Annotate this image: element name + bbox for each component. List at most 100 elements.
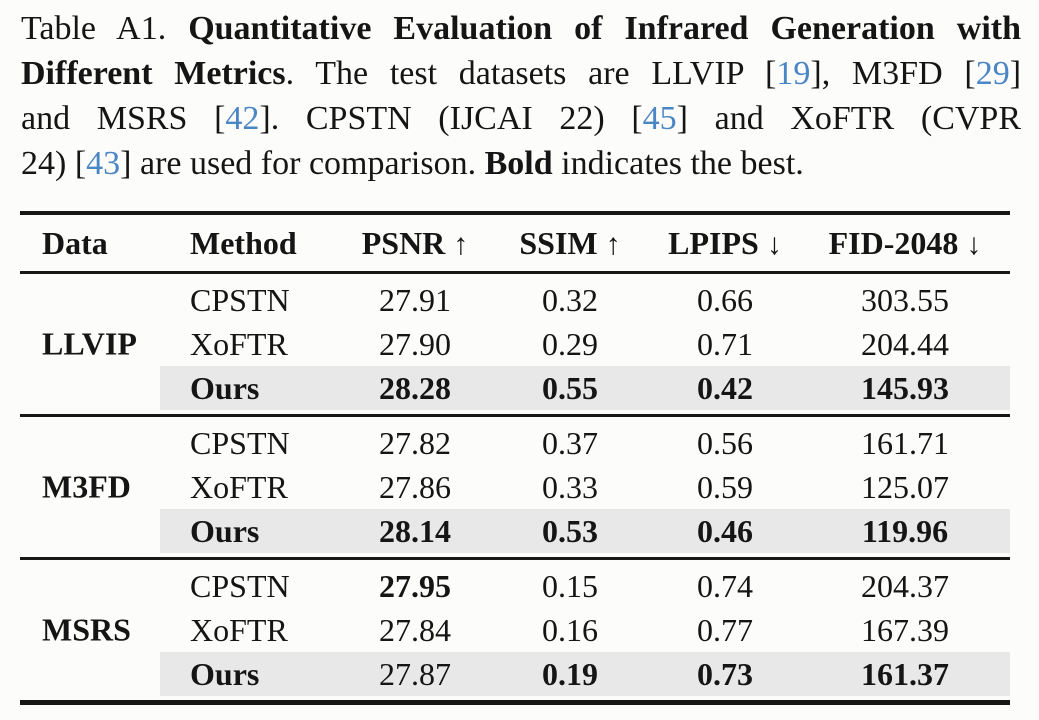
ssim-cell: 0.29	[542, 326, 598, 362]
psnr-cell: 27.91	[379, 282, 451, 318]
fid-cell: 161.71	[861, 425, 949, 461]
table-midrule	[20, 414, 1010, 417]
caption-text: ]. CPSTN (IJCAI 22) [	[259, 100, 643, 137]
psnr-cell: 28.28	[340, 366, 490, 410]
table-midrule	[20, 557, 1010, 560]
method-cell: CPSTN	[190, 425, 290, 461]
lpips-cell: 0.59	[697, 469, 753, 505]
down-arrow-icon: ↓	[966, 228, 982, 261]
table-caption: Table A1. Quantitative Evaluation of Inf…	[21, 6, 1021, 186]
fid-cell: 145.93	[800, 366, 1010, 410]
lpips-cell: 0.73	[650, 652, 800, 696]
caption-text: . The test datasets are LLVIP [	[285, 55, 777, 92]
method-cell: Ours	[160, 652, 340, 696]
header-data: Data	[20, 215, 160, 271]
header-psnr: PSNR ↑	[340, 215, 490, 271]
dataset-label: LLVIP	[42, 325, 137, 362]
fid-cell: 204.37	[861, 568, 949, 604]
table-row: XoFTR 27.84 0.16 0.77 167.39	[20, 608, 1010, 652]
method-cell: XoFTR	[190, 469, 288, 505]
table-row: XoFTR 27.90 0.29 0.71 204.44	[20, 322, 1010, 366]
method-cell: XoFTR	[190, 612, 288, 648]
table-section-m3fd: M3FD CPSTN 27.82 0.37 0.56 161.71 XoFTR …	[20, 417, 1010, 557]
ssim-cell: 0.53	[490, 509, 650, 553]
method-cell: CPSTN	[190, 282, 290, 318]
row-spacer	[20, 366, 160, 410]
psnr-cell: 27.87	[340, 652, 490, 696]
method-cell: Ours	[160, 366, 340, 410]
table-row: CPSTN 27.95 0.15 0.74 204.37	[20, 564, 1010, 608]
psnr-cell: 27.90	[379, 326, 451, 362]
table-header-rule	[20, 271, 1010, 274]
citation-link[interactable]: 29	[975, 55, 1010, 92]
dataset-label: MSRS	[42, 611, 131, 648]
ssim-cell: 0.37	[542, 425, 598, 461]
table-toprule	[20, 211, 1010, 215]
up-arrow-icon: ↑	[453, 228, 469, 261]
ssim-cell: 0.55	[490, 366, 650, 410]
caption-text: ], M3FD [	[810, 55, 976, 92]
psnr-cell: 27.82	[379, 425, 451, 461]
caption-title: Different Metrics	[21, 55, 286, 92]
fid-cell: 161.37	[800, 652, 1010, 696]
down-arrow-icon: ↓	[766, 228, 782, 261]
caption-text: ] and XoFTR (CVPR	[676, 100, 1022, 137]
table-row-highlighted: Ours 28.14 0.53 0.46 119.96	[20, 509, 1010, 553]
caption-line: Different Metrics. The test datasets are…	[21, 51, 1021, 96]
caption-text: and MSRS [	[21, 100, 226, 137]
caption-text: 24) [	[21, 145, 87, 182]
lpips-cell: 0.56	[697, 425, 753, 461]
citation-link[interactable]: 43	[86, 145, 121, 182]
lpips-cell: 0.71	[697, 326, 753, 362]
citation-link[interactable]: 42	[225, 100, 260, 137]
header-ssim: SSIM ↑	[490, 215, 650, 271]
caption-text: Table A1.	[21, 10, 189, 47]
ssim-cell: 0.32	[542, 282, 598, 318]
table-row: CPSTN 27.82 0.37 0.56 161.71	[20, 421, 1010, 465]
caption-bold-word: Bold	[484, 145, 553, 182]
lpips-cell: 0.42	[650, 366, 800, 410]
header-label: FID-2048	[828, 225, 959, 261]
header-label: PSNR	[361, 225, 446, 261]
method-cell: CPSTN	[190, 568, 290, 604]
caption-text: ] are used for comparison.	[120, 145, 485, 182]
fid-cell: 204.44	[861, 326, 949, 362]
ssim-cell: 0.15	[542, 568, 598, 604]
lpips-cell: 0.77	[697, 612, 753, 648]
citation-link[interactable]: 19	[776, 55, 811, 92]
fid-cell: 119.96	[800, 509, 1010, 553]
table-row: XoFTR 27.86 0.33 0.59 125.07	[20, 465, 1010, 509]
lpips-cell: 0.74	[697, 568, 753, 604]
caption-text: indicates the best.	[552, 145, 804, 182]
up-arrow-icon: ↑	[605, 228, 621, 261]
table-header-row: Data Method PSNR ↑ SSIM ↑ LPIPS ↓ FID-2048 ↓	[20, 215, 1010, 271]
table-section-llvip: LLVIP CPSTN 27.91 0.32 0.66 303.55 XoFTR…	[20, 274, 1010, 414]
table-row: CPSTN 27.91 0.32 0.66 303.55	[20, 278, 1010, 322]
row-spacer	[20, 652, 160, 696]
caption-text: ]	[1009, 55, 1022, 92]
header-label: LPIPS	[668, 225, 759, 261]
psnr-cell: 27.84	[379, 612, 451, 648]
ssim-cell: 0.16	[542, 612, 598, 648]
citation-link[interactable]: 45	[642, 100, 677, 137]
header-label: Method	[190, 225, 297, 261]
psnr-cell: 27.86	[379, 469, 451, 505]
method-cell: XoFTR	[190, 326, 288, 362]
fid-cell: 303.55	[861, 282, 949, 318]
header-label: SSIM	[519, 225, 598, 261]
row-spacer	[20, 564, 160, 608]
header-lpips: LPIPS ↓	[650, 215, 800, 271]
table-row-highlighted: Ours 28.28 0.55 0.42 145.93	[20, 366, 1010, 410]
method-cell: Ours	[160, 509, 340, 553]
table-section-msrs: MSRS CPSTN 27.95 0.15 0.74 204.37 XoFTR …	[20, 560, 1010, 700]
caption-line: Table A1. Quantitative Evaluation of Inf…	[21, 6, 1021, 51]
ssim-cell: 0.19	[490, 652, 650, 696]
lpips-cell: 0.46	[650, 509, 800, 553]
row-spacer	[20, 421, 160, 465]
caption-title: Quantitative Evaluation of Infrared Gene…	[188, 10, 1021, 47]
table-bottomrule	[20, 700, 1010, 705]
results-table: Data Method PSNR ↑ SSIM ↑ LPIPS ↓ FID-2048 ↓…	[20, 211, 1010, 705]
header-label: Data	[42, 225, 108, 261]
row-spacer	[20, 278, 160, 322]
psnr-cell: 28.14	[340, 509, 490, 553]
